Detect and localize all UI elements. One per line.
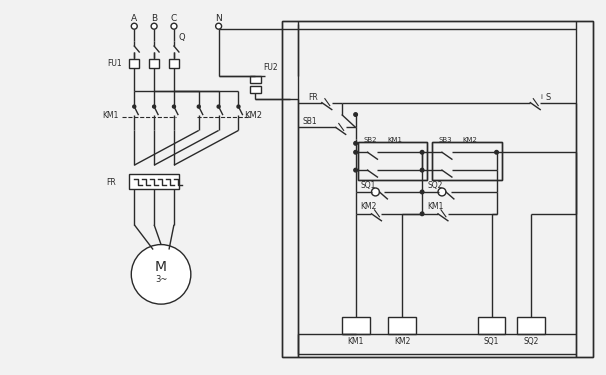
- Text: SQ2: SQ2: [427, 180, 442, 189]
- Circle shape: [354, 168, 358, 172]
- Bar: [250, 76, 261, 83]
- Text: Q: Q: [179, 33, 185, 42]
- Bar: [478, 317, 505, 334]
- Text: SQ1: SQ1: [361, 180, 376, 189]
- Circle shape: [354, 150, 358, 154]
- Text: KM1: KM1: [102, 111, 118, 120]
- Circle shape: [153, 105, 156, 108]
- Text: KM2: KM2: [244, 111, 262, 120]
- Text: FR: FR: [107, 177, 116, 186]
- Bar: [169, 59, 179, 68]
- Circle shape: [421, 190, 424, 194]
- Text: FR: FR: [308, 93, 318, 102]
- Circle shape: [216, 23, 222, 29]
- Text: M: M: [155, 260, 167, 274]
- Text: KM2: KM2: [462, 137, 477, 143]
- Text: N: N: [215, 14, 222, 23]
- Circle shape: [151, 23, 157, 29]
- Text: SB1: SB1: [303, 117, 318, 126]
- Bar: [342, 317, 370, 334]
- Bar: [358, 142, 427, 180]
- Bar: [388, 317, 416, 334]
- Text: KM1: KM1: [388, 137, 403, 143]
- Circle shape: [217, 105, 220, 108]
- Bar: [432, 142, 502, 180]
- Circle shape: [132, 244, 191, 304]
- Text: B: B: [151, 14, 157, 23]
- Text: i: i: [540, 94, 542, 100]
- Bar: [129, 174, 179, 189]
- Circle shape: [133, 105, 136, 108]
- Text: 3~: 3~: [155, 275, 167, 284]
- Circle shape: [237, 105, 240, 108]
- Text: A: A: [131, 14, 138, 23]
- Bar: [358, 142, 427, 180]
- Circle shape: [171, 23, 177, 29]
- Bar: [149, 59, 159, 68]
- Text: FU2: FU2: [263, 63, 278, 72]
- Text: KM1: KM1: [347, 338, 364, 346]
- Circle shape: [354, 141, 358, 145]
- Bar: [282, 21, 593, 357]
- Bar: [518, 317, 545, 334]
- Circle shape: [354, 113, 358, 116]
- Circle shape: [421, 168, 424, 172]
- Text: SQ2: SQ2: [524, 338, 539, 346]
- Circle shape: [438, 188, 446, 196]
- Text: KM1: KM1: [427, 202, 444, 211]
- Text: C: C: [171, 14, 177, 23]
- Text: S: S: [545, 93, 551, 102]
- Circle shape: [494, 150, 498, 154]
- Text: SB3: SB3: [438, 137, 451, 143]
- Bar: [250, 86, 261, 93]
- Text: FU1: FU1: [108, 59, 122, 68]
- Circle shape: [132, 23, 137, 29]
- Text: SB2: SB2: [364, 137, 378, 143]
- Circle shape: [371, 188, 379, 196]
- Circle shape: [421, 150, 424, 154]
- Bar: [129, 59, 139, 68]
- Text: KM2: KM2: [361, 202, 377, 211]
- Circle shape: [421, 212, 424, 216]
- Bar: [432, 142, 502, 180]
- Circle shape: [173, 105, 176, 108]
- Text: KM2: KM2: [394, 338, 410, 346]
- Circle shape: [198, 105, 200, 108]
- Text: SQ1: SQ1: [484, 338, 499, 346]
